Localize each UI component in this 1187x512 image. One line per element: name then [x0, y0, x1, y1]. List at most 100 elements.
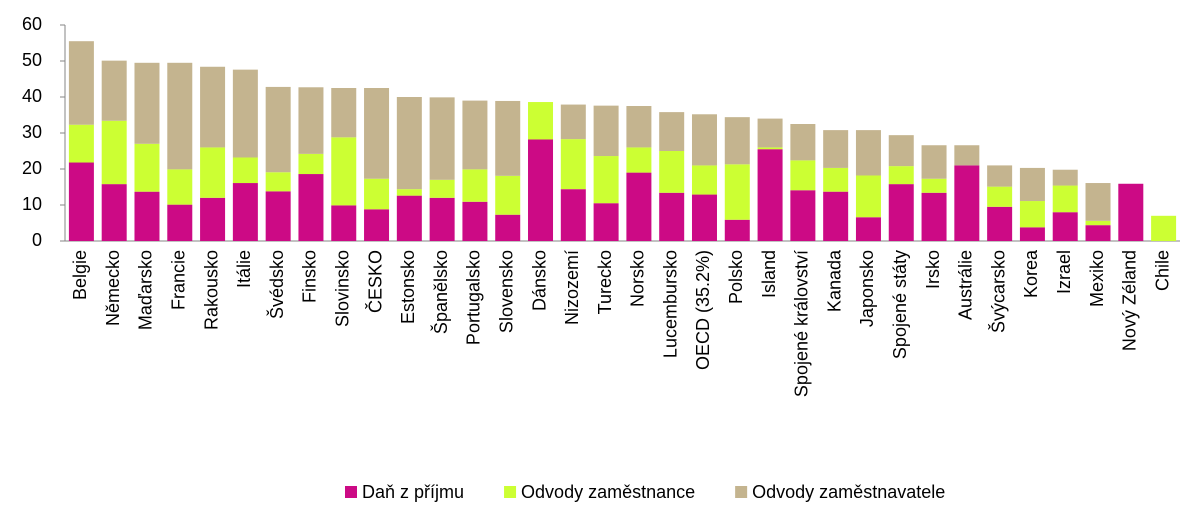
x-tick-label: Turecko	[595, 250, 615, 314]
bar-segment	[724, 219, 750, 241]
bar-segment	[724, 117, 750, 165]
bar-segment	[888, 135, 914, 167]
bar-segment	[134, 143, 160, 192]
bar-segment	[462, 100, 488, 170]
y-tick-label: 40	[22, 86, 42, 106]
bar-segment	[823, 130, 849, 168]
bar-segment	[921, 192, 947, 241]
x-tick-label: Rakousko	[201, 250, 221, 330]
bar-segment	[232, 69, 258, 158]
bar-segment	[101, 120, 127, 185]
x-tick-label: Belgie	[70, 250, 90, 300]
bar-segment	[987, 165, 1013, 187]
bar-segment	[429, 97, 455, 180]
x-tick-label: Austrálie	[956, 250, 976, 320]
legend-label: Odvody zaměstnavatele	[752, 482, 945, 502]
y-tick-label: 20	[22, 158, 42, 178]
bar-segment	[495, 100, 521, 176]
x-tick-label: Korea	[1021, 249, 1041, 298]
x-tick-label: OECD (35.2%)	[693, 250, 713, 370]
bar-segment	[265, 191, 291, 241]
bar-segment	[528, 139, 554, 241]
bar-segment	[200, 147, 226, 198]
bar-segment	[593, 156, 619, 204]
x-tick-label: Maďarsko	[136, 250, 156, 330]
x-tick-label: Polsko	[726, 250, 746, 304]
bar-segment	[298, 87, 324, 154]
bar-segment	[888, 184, 914, 241]
bar-segment	[232, 157, 258, 184]
bar-segment	[724, 164, 750, 220]
bar-segment	[987, 186, 1013, 207]
x-tick-label: Japonsko	[857, 250, 877, 327]
legend-swatch	[735, 486, 748, 498]
x-tick-label: Španělsko	[430, 250, 451, 334]
x-tick-label: Dánsko	[529, 250, 549, 311]
bar-segment	[429, 197, 455, 241]
x-tick-label: Nizozemí	[562, 250, 582, 325]
bar-segment	[232, 183, 258, 241]
bar-segment	[364, 209, 390, 241]
bar-segment	[1151, 215, 1177, 241]
x-tick-label: Spojené království	[792, 250, 812, 397]
bar-segment	[200, 66, 226, 148]
x-tick-label: Irsko	[923, 250, 943, 289]
x-tick-label: Lucembursko	[660, 250, 680, 358]
x-tick-label: Slovinsko	[333, 250, 353, 327]
bar-segment	[987, 206, 1013, 241]
bar-segment	[790, 124, 816, 161]
bar-segment	[691, 114, 717, 166]
bar-segment	[462, 169, 488, 202]
bar-segment	[1085, 225, 1111, 241]
x-tick-label: Švýcarsko	[987, 250, 1008, 333]
bar-segment	[134, 62, 160, 144]
bar-segment	[790, 160, 816, 191]
bar-segment	[331, 205, 357, 241]
bar-segment	[691, 194, 717, 241]
bar-segment	[790, 190, 816, 241]
bar-segment	[659, 192, 685, 241]
x-tick-label: Izrael	[1054, 250, 1074, 294]
x-tick-label: Norsko	[628, 250, 648, 307]
bar-segment	[757, 147, 783, 150]
bar-segment	[1085, 183, 1111, 221]
bar-segment	[1085, 220, 1111, 226]
bar-segment	[823, 191, 849, 241]
bar-segment	[855, 130, 881, 176]
bar-segment	[495, 175, 521, 215]
bar-segment	[495, 214, 521, 241]
bar-segment	[626, 106, 652, 148]
bar-segment	[298, 174, 324, 241]
x-tick-label: Island	[759, 250, 779, 298]
legend-swatch	[345, 486, 357, 498]
bar-segment	[396, 97, 422, 190]
bar-segment	[855, 175, 881, 218]
bar-segment	[691, 165, 717, 195]
bar-segment	[1118, 183, 1144, 241]
y-tick-label: 60	[22, 14, 42, 34]
bar-segment	[560, 189, 586, 241]
bar-segment	[954, 165, 980, 241]
bar-segment	[954, 145, 980, 166]
x-tick-label: Itálie	[234, 250, 254, 288]
bar-segment	[462, 201, 488, 241]
bar-segment	[560, 104, 586, 140]
bar-segment	[200, 197, 226, 241]
bar-segment	[1052, 212, 1078, 241]
bar-segment	[757, 149, 783, 241]
y-tick-label: 30	[22, 122, 42, 142]
bar-segment	[659, 112, 685, 151]
bar-segment	[265, 172, 291, 192]
bar-segment	[1019, 227, 1045, 241]
x-tick-label: Německo	[103, 250, 123, 326]
bar-segment	[888, 166, 914, 185]
bar-segment	[265, 86, 291, 173]
legend-label: Odvody zaměstnance	[521, 482, 695, 502]
bar-segment	[134, 191, 160, 241]
y-tick-label: 10	[22, 194, 42, 214]
bar-segment	[921, 145, 947, 179]
x-tick-label: Nový Zéland	[1120, 250, 1140, 351]
x-tick-label: Slovensko	[496, 250, 516, 333]
bar-segment	[331, 137, 357, 206]
bar-segment	[429, 179, 455, 198]
